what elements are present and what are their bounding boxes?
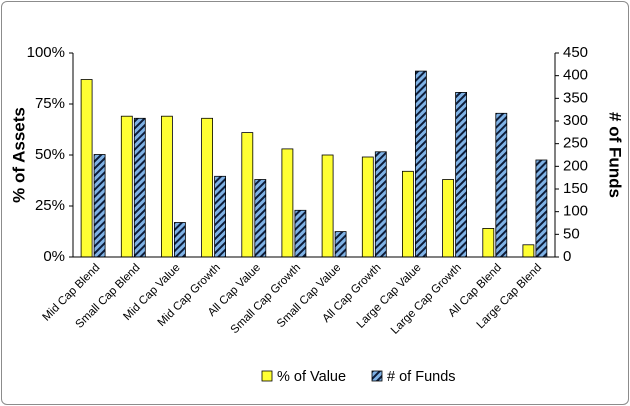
bar-value-6: [321, 154, 334, 258]
bar-funds-7: [374, 151, 387, 258]
y-left-tick-label: 0%: [43, 248, 65, 265]
bar-funds-11: [535, 159, 548, 258]
bar-value-9: [442, 179, 455, 258]
bar-value-3: [201, 117, 214, 258]
bar-value-8: [401, 170, 414, 258]
bar-value-4: [241, 132, 254, 258]
bar-funds-10: [495, 112, 508, 258]
bar-value-10: [482, 227, 495, 258]
y-right-tick-label: 200: [563, 157, 588, 174]
y-left-tick-label: 50%: [35, 146, 65, 163]
bar-funds-1: [133, 117, 146, 258]
legend-swatch-value: [261, 370, 273, 382]
bar-funds-4: [254, 179, 267, 258]
legend-label-value: % of Value: [277, 369, 346, 385]
y-right-tick-label: 50: [563, 225, 580, 242]
x-category-label: Small Cap Growth: [229, 262, 303, 336]
legend-swatch-funds: [371, 370, 383, 382]
bar-funds-0: [93, 154, 106, 258]
bar-value-1: [120, 115, 133, 258]
bar-value-11: [522, 244, 535, 258]
bar-funds-2: [173, 222, 186, 258]
bar-funds-9: [455, 92, 468, 258]
legend: % of Value # of Funds: [261, 369, 456, 385]
y-right-tick-label: 250: [563, 135, 588, 152]
y-axis-left-title: % of Assets: [9, 107, 28, 203]
y-right-tick-label: 100: [563, 203, 588, 220]
x-category-label: Large Cap Growth: [389, 262, 464, 337]
y-right-tick-label: 150: [563, 180, 588, 197]
bar-funds-3: [214, 175, 227, 258]
y-right-tick-label: 400: [563, 67, 588, 84]
bar-funds-5: [294, 209, 307, 258]
bar-funds-6: [334, 231, 347, 258]
y-left-tick-label: 25%: [35, 197, 65, 214]
y-right-tick-label: 350: [563, 89, 588, 106]
y-right-tick-label: 450: [563, 44, 588, 61]
y-left-tick-label: 100%: [27, 44, 65, 61]
bar-value-2: [160, 115, 173, 258]
bar-funds-8: [414, 70, 427, 258]
y-right-tick-label: 300: [563, 112, 588, 129]
legend-label-funds: # of Funds: [387, 369, 456, 385]
bar-value-5: [281, 148, 294, 258]
y-right-tick-label: 0: [563, 248, 571, 265]
bar-value-0: [80, 79, 93, 258]
bar-value-7: [361, 156, 374, 258]
y-axis-right-title: # of Funds: [606, 112, 625, 198]
y-left-tick-label: 75%: [35, 95, 65, 112]
